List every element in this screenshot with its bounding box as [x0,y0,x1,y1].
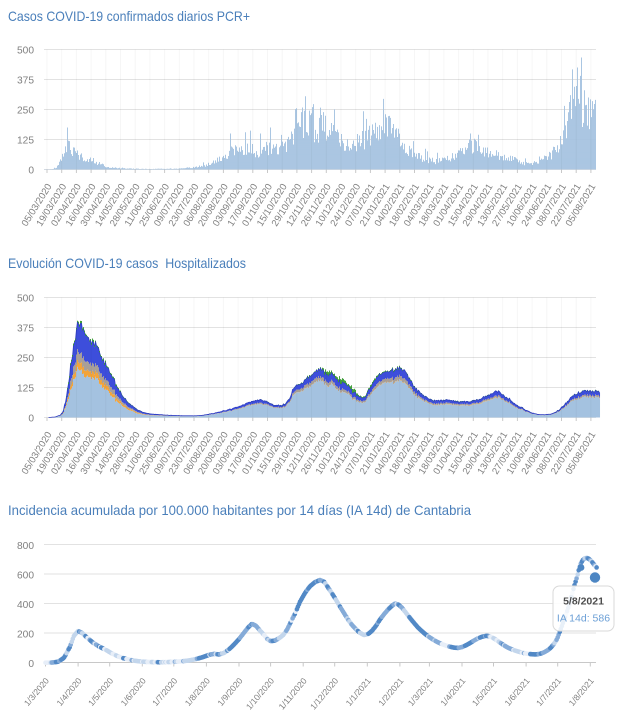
svg-text:1/6/2021: 1/6/2021 [502,676,531,708]
svg-text:0: 0 [28,659,34,670]
svg-text:250: 250 [17,354,34,365]
svg-text:200: 200 [17,630,34,641]
svg-text:1/1/2021: 1/1/2021 [344,676,373,708]
svg-text:1/7/2021: 1/7/2021 [534,676,563,708]
svg-text:600: 600 [17,571,34,582]
svg-text:IA 14d: 586: IA 14d: 586 [557,613,610,625]
svg-text:1/5/2020: 1/5/2020 [86,676,115,708]
svg-text:1/4/2020: 1/4/2020 [54,676,83,708]
svg-text:5/8/2021: 5/8/2021 [563,596,604,608]
svg-text:125: 125 [17,136,34,147]
svg-text:1/11/2020: 1/11/2020 [276,676,308,712]
svg-text:0: 0 [28,166,34,177]
svg-text:1/7/2020: 1/7/2020 [150,676,179,708]
svg-text:1/8/2020: 1/8/2020 [183,676,212,708]
svg-text:1/5/2021: 1/5/2021 [470,676,499,708]
svg-text:1/2/2021: 1/2/2021 [376,676,405,708]
svg-text:375: 375 [17,324,34,335]
svg-text:125: 125 [17,384,34,395]
svg-text:800: 800 [17,541,34,552]
svg-text:1/3/2020: 1/3/2020 [22,676,51,708]
svg-text:500: 500 [17,294,34,305]
svg-text:1/4/2021: 1/4/2021 [438,676,467,708]
svg-text:0: 0 [28,414,34,425]
svg-text:1/6/2020: 1/6/2020 [119,676,148,708]
svg-text:1/3/2021: 1/3/2021 [406,676,435,708]
svg-text:1/9/2020: 1/9/2020 [215,676,244,708]
svg-text:375: 375 [17,76,34,87]
svg-text:400: 400 [17,600,34,611]
svg-text:1/10/2020: 1/10/2020 [244,676,276,712]
svg-text:1/12/2020: 1/12/2020 [308,676,340,712]
svg-text:1/8/2021: 1/8/2021 [567,676,596,708]
svg-text:500: 500 [17,46,34,57]
svg-text:250: 250 [17,106,34,117]
